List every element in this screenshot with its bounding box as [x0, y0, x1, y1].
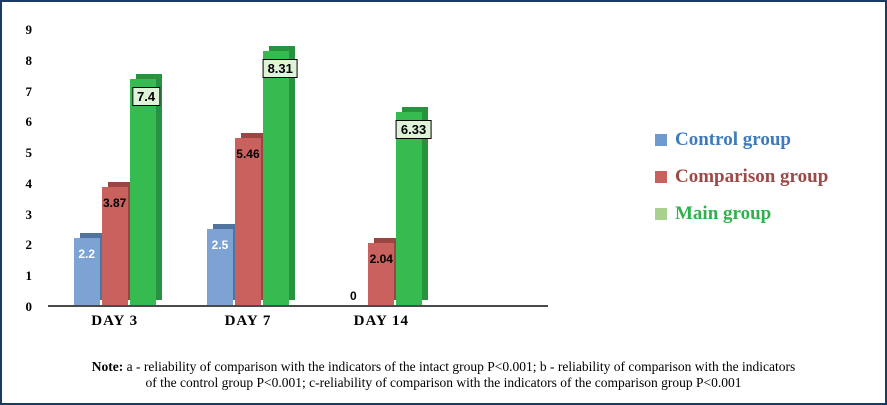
- bar-comparison-day-7: 5.46: [234, 133, 267, 305]
- y-tick-label: 4: [25, 175, 33, 191]
- bar-face: [262, 51, 289, 305]
- bar-group-day-7: 2.5 5.46 8.31: [181, 30, 314, 305]
- bar-value-label: 3.87: [102, 195, 127, 210]
- y-tick-label: 3: [25, 206, 33, 222]
- bar-value-label: 5.46: [236, 147, 260, 162]
- y-tick-label: 8: [25, 52, 33, 68]
- y-tick-label: 5: [25, 145, 33, 161]
- legend-item-comparison: Comparison group: [655, 166, 828, 188]
- bar-face: [396, 111, 423, 305]
- bar-value-label: 7.4: [131, 86, 161, 106]
- x-axis-label: DAY 14: [353, 313, 409, 329]
- legend-label-control: Control group: [675, 129, 791, 150]
- bar-value-label: 8.31: [262, 59, 298, 79]
- x-axis-label: DAY 7: [224, 313, 272, 329]
- bar-control-day-7: 2.5: [206, 223, 239, 305]
- legend-marker-main: [655, 208, 667, 220]
- bar-main-day-14: 6.33: [395, 106, 432, 305]
- bar-value-label: 2.04: [369, 251, 393, 266]
- bar-value-label: 6.33: [395, 119, 432, 139]
- bar-face: [129, 78, 156, 305]
- bar-value-label: 0: [349, 289, 357, 303]
- bar-group-day-14: 0 2.04 6.33: [315, 30, 448, 305]
- bar-face: [206, 228, 233, 305]
- y-tick-label: 0: [25, 299, 33, 314]
- bar-series-area: 2.2 3.87 7.4 2.5 5.46 8.31 0 2.04 6.33: [48, 30, 448, 305]
- plot-area: 2.2 3.87 7.4 2.5 5.46 8.31 0 2.04 6.33: [48, 30, 548, 307]
- y-axis: 0 1 2 3 4 5 6 7 8 9: [2, 22, 42, 314]
- legend-marker-control: [655, 134, 667, 146]
- y-tick-label: 7: [25, 83, 33, 99]
- note-text: Note: a - reliability of comparison with…: [12, 359, 875, 391]
- y-tick-label: 9: [25, 22, 33, 37]
- bar-face: [234, 138, 261, 305]
- bar-comparison-day-14: 2.04: [368, 237, 401, 305]
- bar-control-day-3: 2.2: [73, 232, 106, 305]
- y-tick-label: 6: [25, 114, 33, 130]
- bar-value-label: 2.2: [78, 246, 95, 261]
- legend-item-control: Control group: [655, 129, 828, 151]
- bar-comparison-day-3: 3.87: [101, 181, 134, 305]
- legend-item-main: Main group: [655, 203, 828, 225]
- note-line-2: of the control group P<0.001; c-reliabil…: [145, 375, 742, 390]
- bar-main-day-3: 7.4: [129, 73, 162, 305]
- legend-label-main: Main group: [675, 203, 772, 224]
- bar-face: [73, 237, 100, 305]
- y-tick-label: 1: [25, 268, 33, 284]
- bar-face: [101, 186, 128, 305]
- bar-value-label: 2.5: [211, 237, 229, 252]
- legend-marker-comparison: [655, 171, 667, 183]
- chart-legend: Control group Comparison group Main grou…: [655, 129, 828, 225]
- bar-group-day-3: 2.2 3.87 7.4: [48, 30, 181, 305]
- x-axis-label: DAY 3: [91, 313, 139, 329]
- note-line-1: Note: a - reliability of comparison with…: [91, 359, 796, 374]
- legend-label-comparison: Comparison group: [675, 166, 829, 187]
- x-axis-labels: DAY 3 DAY 7 DAY 14: [48, 313, 448, 330]
- note-prefix: Note:: [91, 359, 124, 374]
- bar-face: [368, 242, 395, 305]
- y-tick-label: 2: [25, 237, 33, 253]
- bar-main-day-7: 8.31: [262, 46, 298, 305]
